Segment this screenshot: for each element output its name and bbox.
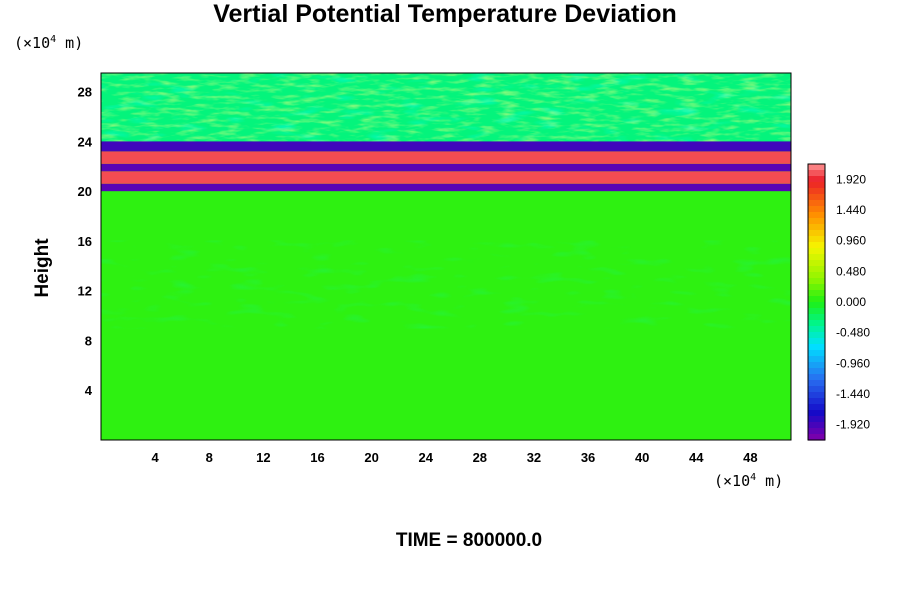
colorbar-swatch	[808, 260, 825, 267]
x-tick-labels: 4 8 12 16 20 24 28 32 36 40 44 48	[152, 450, 758, 465]
colorbar-swatch	[808, 242, 825, 249]
colorbar-swatch	[808, 164, 825, 171]
y-tick-labels: 4 8 12 16 20 24 28	[78, 85, 93, 399]
x-axis-unit: (×104 m)	[714, 472, 784, 490]
colorbar-label: -1.920	[836, 418, 870, 432]
colorbar: 1.920 1.440 0.960 0.480 0.000 -0.480 -0.960 -1.…	[807, 163, 870, 441]
y-axis-unit: (×104 m)	[14, 34, 84, 52]
colorbar-swatch	[808, 182, 825, 189]
colorbar-swatch	[808, 200, 825, 207]
colorbar-swatch	[808, 428, 825, 435]
colorbar-swatch	[808, 170, 825, 177]
colorbar-swatch	[808, 308, 825, 315]
x-tick-label: 28	[473, 450, 487, 465]
colorbar-swatch	[808, 296, 825, 303]
colorbar-swatch	[808, 272, 825, 279]
colorbar-label: -0.960	[836, 356, 870, 370]
colorbar-swatch	[808, 362, 825, 369]
field-band-0	[101, 183, 791, 192]
colorbar-swatch	[808, 266, 825, 273]
colorbar-swatch	[808, 194, 825, 201]
colorbar-swatch	[808, 254, 825, 261]
x-tick-label: 8	[206, 450, 213, 465]
colorbar-swatch	[808, 218, 825, 225]
colorbar-swatch	[808, 404, 825, 411]
colorbar-swatch	[808, 320, 825, 327]
colorbar-swatch	[808, 206, 825, 213]
colorbar-swatch	[808, 188, 825, 195]
colorbar-label: 1.440	[836, 203, 866, 217]
x-tick-label: 24	[418, 450, 433, 465]
plot-frame	[100, 72, 792, 441]
plot-area	[101, 73, 791, 440]
colorbar-swatch	[808, 248, 825, 255]
colorbar-swatch	[808, 398, 825, 405]
x-tick-label: 20	[364, 450, 378, 465]
colorbar-swatch	[808, 302, 825, 309]
colorbar-label: 0.960	[836, 234, 866, 248]
colorbar-swatch	[808, 278, 825, 285]
colorbar-label: 0.000	[836, 295, 866, 309]
field-mid-texture	[101, 240, 791, 329]
colorbar-swatch	[808, 380, 825, 387]
colorbar-swatch	[808, 224, 825, 231]
y-tick-label: 16	[78, 234, 92, 249]
colorbar-swatch	[808, 392, 825, 399]
x-tick-label: 16	[310, 450, 324, 465]
colorbar-swatch	[808, 338, 825, 345]
colorbar-swatch	[808, 422, 825, 429]
colorbar-swatch	[808, 176, 825, 183]
colorbar-swatch	[808, 230, 825, 237]
colorbar-swatch	[808, 434, 825, 441]
chart-title: Vertial Potential Temperature Deviation	[213, 0, 677, 28]
x-tick-label: 4	[152, 450, 160, 465]
y-tick-label: 4	[85, 383, 93, 398]
colorbar-swatch	[808, 410, 825, 417]
field-band-3	[101, 151, 791, 164]
colorbar-label: -0.480	[836, 326, 870, 340]
field-band-1	[101, 171, 791, 184]
colorbar-swatch	[808, 344, 825, 351]
colorbar-frame	[807, 163, 826, 441]
colorbar-swatch	[808, 284, 825, 291]
field-upper-texture-2	[101, 73, 791, 142]
colorbar-swatch	[808, 236, 825, 243]
x-tick-label: 12	[256, 450, 270, 465]
x-tick-label: 48	[743, 450, 757, 465]
colorbar-swatch	[808, 332, 825, 339]
y-tick-label: 24	[78, 134, 93, 149]
time-label: TIME = 800000.0	[395, 530, 543, 551]
x-tick-label: 44	[689, 450, 704, 465]
colorbar-swatch	[808, 350, 825, 357]
colorbar-swatch	[808, 290, 825, 297]
colorbar-swatch	[808, 374, 825, 381]
colorbar-swatch	[808, 356, 825, 363]
x-tick-label: 40	[635, 450, 649, 465]
y-tick-label: 8	[85, 333, 92, 348]
colorbar-swatch	[808, 326, 825, 333]
y-tick-label: 12	[78, 284, 92, 299]
x-tick-label: 32	[527, 450, 541, 465]
colorbar-swatch	[808, 368, 825, 375]
colorbar-label: 0.480	[836, 264, 866, 278]
x-tick-label: 36	[581, 450, 595, 465]
colorbar-label: 1.920	[836, 172, 866, 186]
field-band-2	[101, 163, 791, 172]
y-tick-label: 20	[78, 184, 92, 199]
y-tick-label: 28	[78, 85, 92, 100]
field-band-4	[101, 141, 791, 152]
colorbar-swatch	[808, 416, 825, 423]
colorbar-label: -1.440	[836, 387, 870, 401]
colorbar-swatch	[808, 314, 825, 321]
colorbar-swatch	[808, 386, 825, 393]
colorbar-swatch	[808, 212, 825, 219]
